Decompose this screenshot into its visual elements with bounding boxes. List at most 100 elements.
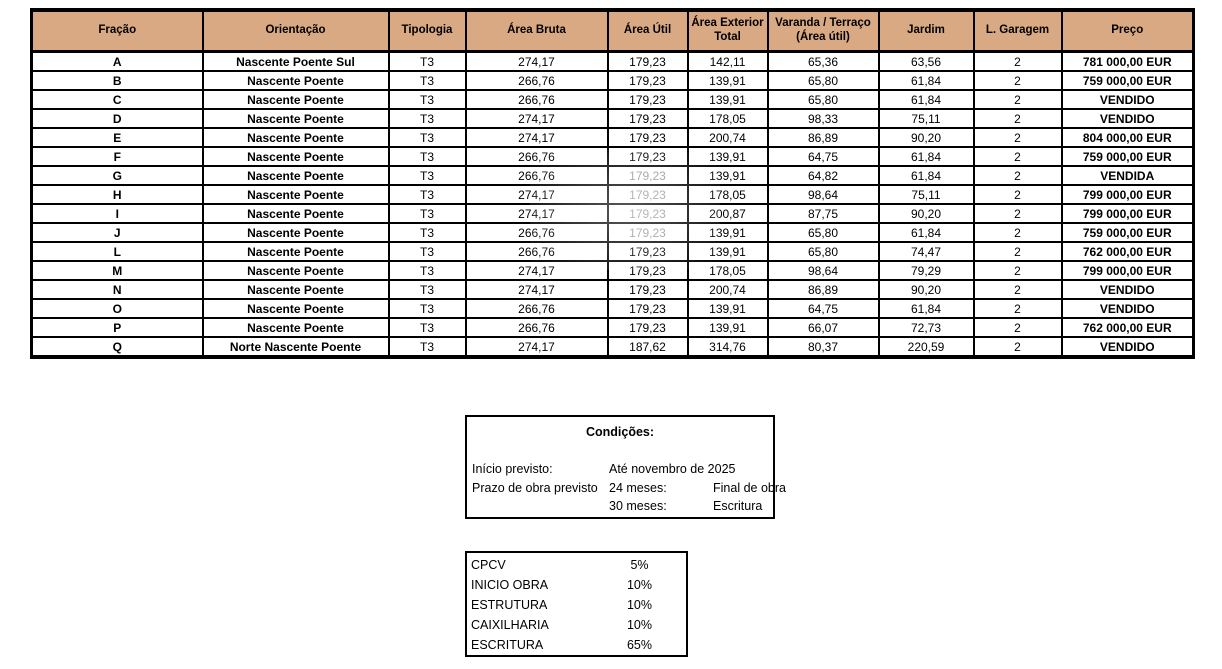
cell-tipologia: T3 xyxy=(387,50,467,72)
cell-tipologia: T3 xyxy=(387,317,467,338)
conditions-col2: 24 meses: xyxy=(609,480,667,495)
header-cell-area_bruta: Área Bruta xyxy=(464,9,609,53)
cell-garagem: 2 xyxy=(972,50,1063,72)
conditions-label: Prazo de obra previsto xyxy=(472,480,598,495)
cell-varanda: 87,75 xyxy=(766,203,880,224)
cell-garagem: 2 xyxy=(972,127,1063,148)
conditions-col3: Escritura xyxy=(713,499,763,513)
cell-area_exterior: 200,74 xyxy=(686,279,769,300)
cell-garagem: 2 xyxy=(972,89,1063,110)
cell-fracao: J xyxy=(30,222,204,243)
cell-tipologia: T3 xyxy=(387,108,467,129)
cell-fracao: I xyxy=(30,203,204,224)
cell-area_bruta: 266,76 xyxy=(464,241,609,262)
cell-tipologia: T3 xyxy=(387,203,467,224)
cell-tipologia: T3 xyxy=(387,298,467,319)
cell-area_bruta: 274,17 xyxy=(464,108,609,129)
cell-fracao: Q xyxy=(30,336,204,358)
cell-orientacao: Nascente Poente xyxy=(201,165,390,186)
payment-row: INICIO OBRA 10% xyxy=(467,575,686,595)
cell-orientacao: Nascente Poente xyxy=(201,89,390,110)
cell-varanda: 80,37 xyxy=(766,336,880,358)
cell-jardim: 75,11 xyxy=(877,108,975,129)
cell-preco: 799 000,00 EUR xyxy=(1060,260,1195,281)
payment-schedule-box: CPCV 5% INICIO OBRA 10% ESTRUTURA 10% CAIXILHA… xyxy=(465,551,688,657)
header-cell-area_util: Área Útil xyxy=(606,9,689,53)
cell-area_util: 179,23 xyxy=(606,241,689,262)
cell-area_bruta: 274,17 xyxy=(464,260,609,281)
cell-preco: VENDIDO xyxy=(1060,108,1195,129)
cell-fracao: E xyxy=(30,127,204,148)
cell-orientacao: Nascente Poente xyxy=(201,241,390,262)
cell-area_bruta: 266,76 xyxy=(464,70,609,91)
cell-garagem: 2 xyxy=(972,279,1063,300)
cell-area_exterior: 142,11 xyxy=(686,50,769,72)
conditions-title: Condições: xyxy=(585,425,655,439)
cell-jardim: 72,73 xyxy=(877,317,975,338)
cell-tipologia: T3 xyxy=(387,127,467,148)
cell-area_util: 187,62 xyxy=(606,336,689,358)
conditions-box: Condições: Início previsto: Até novembro … xyxy=(465,415,786,519)
cell-fracao: P xyxy=(30,317,204,338)
header-cell-fracao: Fração xyxy=(30,9,204,53)
header-cell-varanda: Varanda / Terraço (Área útil) xyxy=(766,9,880,53)
cell-orientacao: Nascente Poente xyxy=(201,127,390,148)
cell-garagem: 2 xyxy=(972,146,1063,167)
conditions-row: Início previsto: Até novembro de 2025 xyxy=(467,460,773,479)
cell-area_bruta: 266,76 xyxy=(464,222,609,243)
cell-preco: 799 000,00 EUR xyxy=(1060,184,1195,205)
conditions-label xyxy=(472,497,609,516)
payment-stage-value: 10% xyxy=(626,578,653,592)
cell-garagem: 2 xyxy=(972,165,1063,186)
table-row: F Nascente Poente T3 266,76 179,23 139,91 64,7… xyxy=(30,146,1195,167)
header-cell-preco: Preço xyxy=(1060,9,1195,53)
cell-tipologia: T3 xyxy=(387,165,467,186)
cell-varanda: 64,82 xyxy=(766,165,880,186)
cell-area_exterior: 139,91 xyxy=(686,241,769,262)
cell-garagem: 2 xyxy=(972,184,1063,205)
cell-orientacao: Nascente Poente xyxy=(201,184,390,205)
table-row: N Nascente Poente T3 274,17 179,23 200,74 86,8… xyxy=(30,279,1195,300)
cell-orientacao: Nascente Poente xyxy=(201,279,390,300)
cell-area_exterior: 139,91 xyxy=(686,70,769,91)
cell-jardim: 220,59 xyxy=(877,336,975,358)
cell-varanda: 98,64 xyxy=(766,184,880,205)
cell-orientacao: Nascente Poente xyxy=(201,222,390,243)
cell-area_exterior: 139,91 xyxy=(686,317,769,338)
cell-preco: 762 000,00 EUR xyxy=(1060,241,1195,262)
payment-row: CAIXILHARIA 10% xyxy=(467,615,686,635)
table-row: B Nascente Poente T3 266,76 179,23 139,91 65,8… xyxy=(30,70,1195,91)
cell-area_exterior: 139,91 xyxy=(686,146,769,167)
cell-fracao: H xyxy=(30,184,204,205)
table-row: I Nascente Poente T3 274,17 179,23 200,87 87,7… xyxy=(30,203,1195,224)
cell-area_util: 179,23 xyxy=(606,146,689,167)
cell-jardim: 61,84 xyxy=(877,298,975,319)
payment-stage-value: 5% xyxy=(630,558,649,572)
cell-garagem: 2 xyxy=(972,203,1063,224)
cell-fracao: M xyxy=(30,260,204,281)
cell-area_util: 179,23 xyxy=(606,127,689,148)
cell-preco: 781 000,00 EUR xyxy=(1060,50,1195,72)
cell-varanda: 98,64 xyxy=(766,260,880,281)
cell-area_util: 179,23 xyxy=(606,298,689,319)
cell-area_util: 179,23 xyxy=(606,203,689,224)
cell-fracao: N xyxy=(30,279,204,300)
cell-tipologia: T3 xyxy=(387,260,467,281)
table-row: Q Norte Nascente Poente T3 274,17 187,62 314,… xyxy=(30,336,1195,358)
cell-varanda: 65,36 xyxy=(766,50,880,72)
cell-garagem: 2 xyxy=(972,222,1063,243)
cell-jardim: 61,84 xyxy=(877,89,975,110)
cell-tipologia: T3 xyxy=(387,336,467,358)
cell-area_exterior: 139,91 xyxy=(686,222,769,243)
cell-area_util: 179,23 xyxy=(606,279,689,300)
header-cell-area_exterior: Área Exterior Total xyxy=(686,9,769,53)
cell-area_util: 179,23 xyxy=(606,108,689,129)
table-row: O Nascente Poente T3 266,76 179,23 139,91 64,7… xyxy=(30,298,1195,319)
cell-garagem: 2 xyxy=(972,260,1063,281)
cell-jardim: 90,20 xyxy=(877,127,975,148)
header-cell-orientacao: Orientação xyxy=(201,9,390,53)
cell-area_exterior: 139,91 xyxy=(686,298,769,319)
cell-preco: 799 000,00 EUR xyxy=(1060,203,1195,224)
cell-area_bruta: 274,17 xyxy=(464,184,609,205)
